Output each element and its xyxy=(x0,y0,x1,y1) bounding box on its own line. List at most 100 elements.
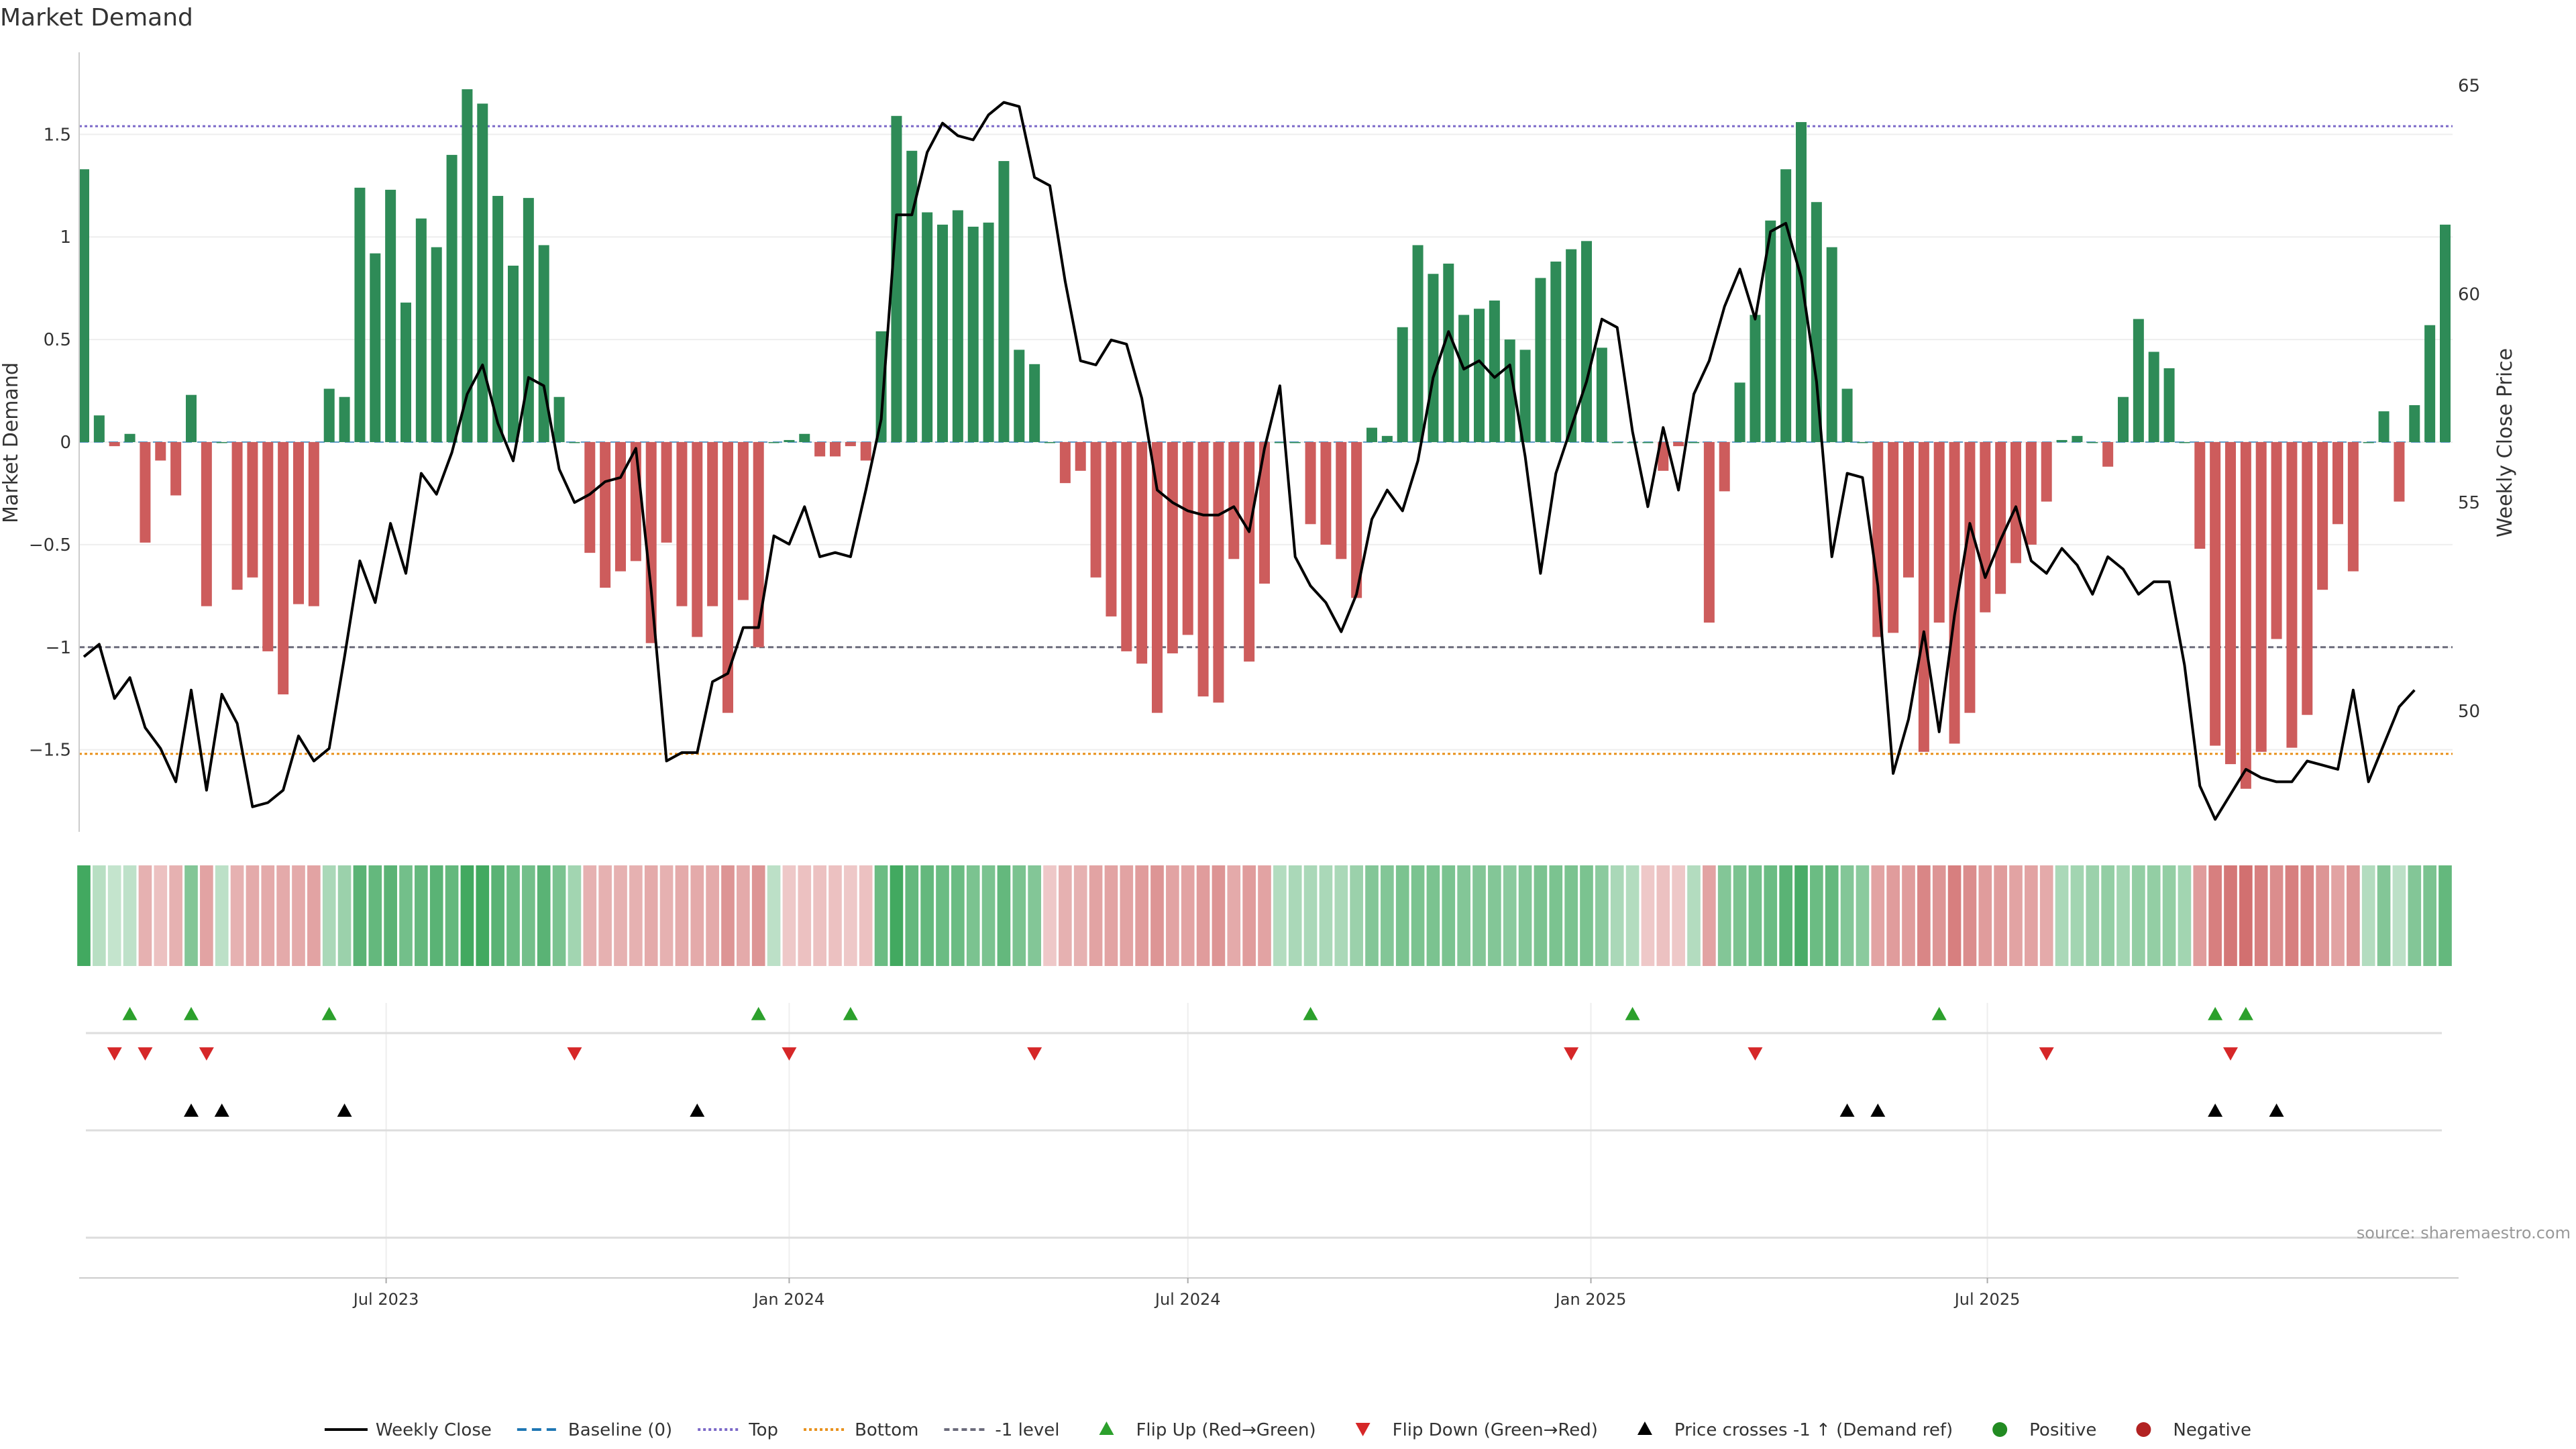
heat-cell xyxy=(1488,865,1501,966)
source-note: source: sharemaestro.com xyxy=(2357,1224,2571,1242)
heat-cell xyxy=(552,865,566,966)
price-cross-marker xyxy=(2269,1104,2284,1117)
price-cross-marker xyxy=(2208,1104,2223,1117)
heat-cell xyxy=(1733,865,1747,966)
demand-bar xyxy=(737,442,749,600)
heat-cell xyxy=(2086,865,2100,966)
demand-bar xyxy=(1673,442,1684,447)
price-cross-marker xyxy=(184,1104,199,1117)
heat-cell xyxy=(568,865,582,966)
demand-bar xyxy=(692,442,703,637)
heat-cell xyxy=(1549,865,1563,966)
heat-cell xyxy=(1104,865,1118,966)
heat-cell xyxy=(1472,865,1486,966)
demand-bar xyxy=(354,187,366,442)
heat-cell xyxy=(1641,865,1655,966)
demand-bar xyxy=(446,154,458,443)
demand-bar xyxy=(1611,442,1623,443)
demand-bar xyxy=(983,222,994,442)
demand-bar xyxy=(170,442,182,496)
heat-cell xyxy=(2132,865,2145,966)
demand-bar xyxy=(1980,442,1991,612)
legend-item: Top xyxy=(698,1420,778,1440)
heat-cell xyxy=(1381,865,1394,966)
demand-bar xyxy=(1336,442,1347,559)
heat-cell xyxy=(2116,865,2130,966)
legend-label: -1 level xyxy=(995,1420,1059,1440)
demand-bar xyxy=(1366,427,1377,442)
heat-cell xyxy=(476,865,490,966)
heat-cell xyxy=(2162,865,2176,966)
demand-bar xyxy=(2118,396,2129,442)
demand-bar xyxy=(2056,439,2068,442)
demand-bar xyxy=(186,394,197,442)
demand-bar xyxy=(553,396,565,442)
legend-item: Bottom xyxy=(804,1420,918,1440)
demand-bar xyxy=(1090,442,1102,578)
demand-bar xyxy=(293,442,304,604)
flip-down-marker xyxy=(1748,1047,1763,1061)
flip-up-marker xyxy=(1625,1007,1640,1020)
heat-cell xyxy=(2377,865,2391,966)
demand-bar xyxy=(2347,442,2359,572)
legend-label: Flip Down (Green→Red) xyxy=(1393,1420,1598,1440)
demand-bar xyxy=(1167,442,1178,653)
heat-cell xyxy=(1395,865,1409,966)
demand-bar xyxy=(1535,278,1546,442)
demand-bar xyxy=(2102,442,2114,467)
flip-down-marker xyxy=(782,1047,797,1061)
demand-bar xyxy=(2271,442,2282,639)
heat-cell xyxy=(1947,865,1962,966)
demand-bar xyxy=(952,210,963,442)
demand-bar xyxy=(1274,442,1285,443)
demand-bar xyxy=(216,442,227,443)
heat-cell xyxy=(1303,865,1318,966)
heat-cell xyxy=(1656,865,1670,966)
heat-cell xyxy=(981,865,996,966)
demand-bar xyxy=(1197,442,1209,697)
heat-cell xyxy=(1150,865,1164,966)
heat-cell xyxy=(2239,865,2253,966)
y-right-tick-label: 55 xyxy=(2458,493,2480,513)
heat-cell xyxy=(399,865,413,966)
y-tick-label: 0 xyxy=(60,433,71,453)
demand-bar xyxy=(722,442,733,713)
demand-bar xyxy=(1734,382,1746,442)
demand-bar xyxy=(2210,442,2221,746)
demand-bar xyxy=(2409,405,2420,442)
demand-bar xyxy=(247,442,258,578)
flip-down-marker xyxy=(199,1047,214,1061)
heat-cell xyxy=(2316,865,2329,966)
legend-item: -1 level xyxy=(944,1420,1059,1440)
heat-cell xyxy=(1856,865,1870,966)
demand-bar xyxy=(1136,442,1148,664)
heat-cell xyxy=(2254,865,2268,966)
demand-bar xyxy=(1780,169,1792,443)
signal-markers xyxy=(86,1007,2442,1239)
heat-cell xyxy=(1028,865,1041,966)
heat-cell xyxy=(353,865,367,966)
demand-bar xyxy=(109,442,120,447)
heat-cell xyxy=(537,865,551,966)
heat-cell xyxy=(138,865,152,966)
demand-bar xyxy=(1566,249,1577,442)
heat-cell xyxy=(1625,865,1640,966)
heat-cell xyxy=(1242,865,1256,966)
heat-cell xyxy=(169,865,182,966)
demand-bar xyxy=(875,331,887,442)
demand-bar xyxy=(1397,327,1408,442)
demand-bar xyxy=(1964,442,1976,713)
demand-bar xyxy=(1458,315,1470,442)
demand-bar xyxy=(937,224,948,442)
demand-bar xyxy=(1903,442,1914,578)
heat-cell xyxy=(337,865,352,966)
demand-bar xyxy=(2148,352,2159,442)
heat-cell xyxy=(261,865,275,966)
heat-cell xyxy=(200,865,213,966)
demand-bar xyxy=(891,115,902,442)
demand-bar xyxy=(492,196,504,442)
y-tick-label: 0.5 xyxy=(44,330,71,350)
y-tick-label: −0.5 xyxy=(29,535,71,555)
legend-dot-icon xyxy=(1992,1422,2008,1437)
demand-bar xyxy=(370,253,381,442)
